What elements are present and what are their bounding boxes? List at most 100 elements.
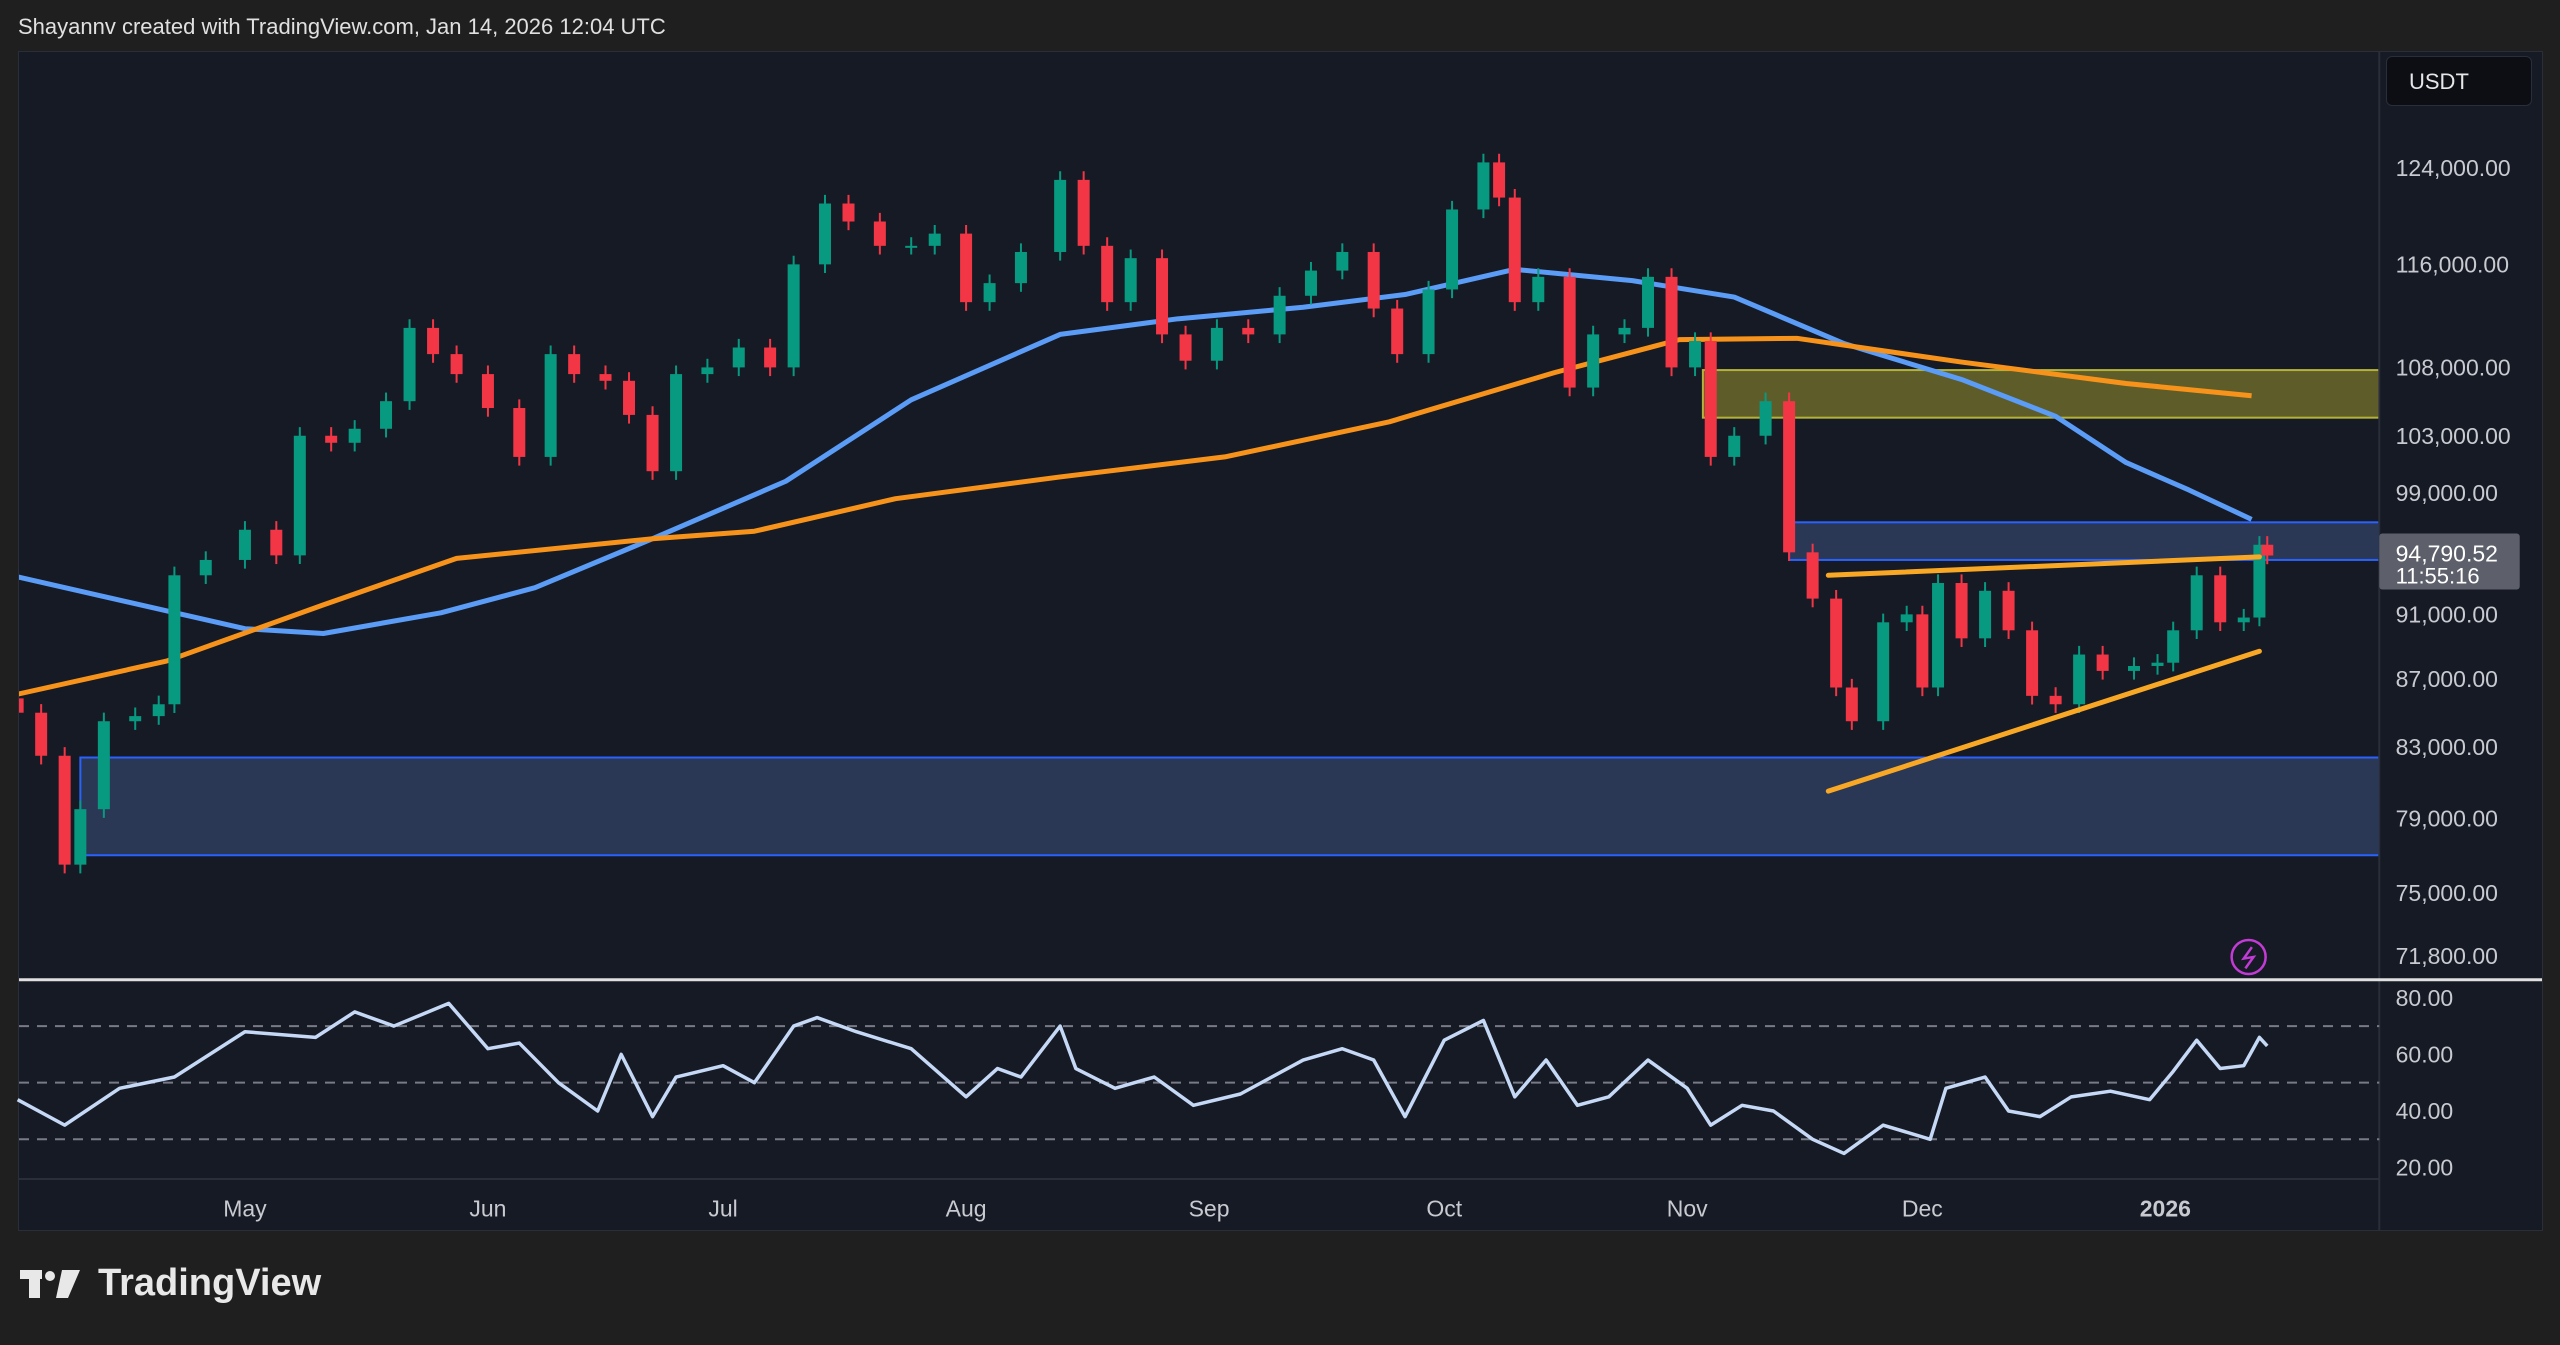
candle-body [19,698,24,713]
candle-body [1210,327,1223,361]
candle-body [35,712,48,756]
candle-body [2026,630,2039,696]
candle-body [380,401,393,429]
candle-body [2237,617,2250,623]
resistance-trendline [1825,554,2262,578]
price-tick-label: 75,000.00 [2396,880,2498,906]
candle-body [1273,295,1286,335]
price-tick-label: 124,000.00 [2396,155,2511,181]
candle-body [599,374,612,381]
candle-body [670,374,683,472]
rsi-line [16,1001,2269,1156]
candle-body [764,347,777,368]
time-tick-label: Jul [708,1196,737,1222]
candle-body [97,721,110,810]
candle-body [1124,258,1137,303]
candle-body [1014,251,1027,284]
candle-body [1477,162,1490,210]
candle-body [905,245,918,248]
zone-box [1788,521,2380,561]
price-tick-label: 103,000.00 [2396,423,2511,449]
currency-button[interactable]: USDT [2386,56,2532,106]
candle-body [568,354,581,375]
rsi-tick-label: 60.00 [2396,1041,2454,1067]
time-tick-label: Sep [1189,1196,1230,1222]
candle-body [450,354,463,375]
candle-body [293,435,306,556]
candle-countdown: 11:55:16 [2396,564,2480,589]
candle-body [1156,258,1169,335]
candle-body [427,327,440,355]
candle-body [348,428,361,443]
candle-body [960,233,973,303]
candle-body [983,283,996,303]
candle-body [152,704,165,717]
candle-body [1900,614,1913,623]
main-pane[interactable] [12,153,2380,874]
ma-fast-line [19,266,2253,637]
attribution-text: Shayannv created with TradingView.com, J… [18,14,666,39]
candle-body [270,529,283,556]
candle-body [701,367,714,375]
last-price-label [2379,533,2520,590]
price-tick-label: 108,000.00 [2396,354,2511,380]
candle-body [2214,575,2227,623]
candle-body [1304,270,1317,296]
candle-body [928,233,941,246]
candle-body [1728,435,1741,457]
rsi-tick-label: 80.00 [2396,985,2454,1011]
candle-body [1563,276,1576,388]
candle-body [1336,251,1349,271]
candle-body [1422,289,1435,355]
tradingview-logo[interactable]: TradingView [20,1262,321,1305]
candle-body [1845,687,1858,722]
candle-body [199,559,212,576]
price-tick-label: 99,000.00 [2396,480,2498,506]
price-tick-label: 87,000.00 [2396,666,2498,692]
candle-body [1101,245,1114,303]
lightning-icon[interactable] [2230,938,2267,976]
candle-body [1446,209,1459,290]
price-tick-label: 83,000.00 [2396,734,2498,760]
candle-body [1979,590,1992,639]
candle-body [1391,308,1404,355]
candle-body [1587,334,1600,388]
candle-body [2151,662,2164,666]
support-trendline [1825,648,2262,794]
chart-panel[interactable] [18,51,2543,1231]
time-tick-label: May [223,1196,267,1222]
candle-body [403,327,416,402]
price-tick-label: 79,000.00 [2396,805,2498,831]
ma-slow-line [19,335,2252,697]
tradingview-logo-icon [20,1269,80,1298]
candle-body [1642,276,1655,328]
candle-body [2128,665,2141,671]
candle-body [325,435,338,443]
candle-body [74,809,87,865]
candle-body [1916,614,1929,688]
candle-body [1532,276,1545,303]
candle-body [238,529,251,560]
time-tick-label: Jun [469,1196,506,1222]
time-tick-label: 2026 [2140,1196,2191,1222]
price-tick-label: 116,000.00 [2396,251,2509,277]
candle-body [1242,327,1255,335]
rsi-tick-label: 40.00 [2396,1098,2454,1124]
candle-body [1367,251,1380,309]
time-tick-label: Nov [1667,1196,1708,1222]
candle-body [513,408,526,457]
candle-body [1955,583,1968,639]
candle-body [481,374,494,409]
candle-body [2253,544,2266,618]
candle-body [1618,327,1631,335]
candle-body [129,716,142,722]
candle-body [1179,334,1192,361]
candle-body [58,755,71,865]
time-tick-label: Aug [946,1196,987,1222]
candle-body [2190,575,2203,631]
candle-body [2049,695,2062,705]
last-price-value: 94,790.52 [2396,541,2498,567]
candle-body [1830,598,1843,688]
candle-body [1759,401,1772,436]
